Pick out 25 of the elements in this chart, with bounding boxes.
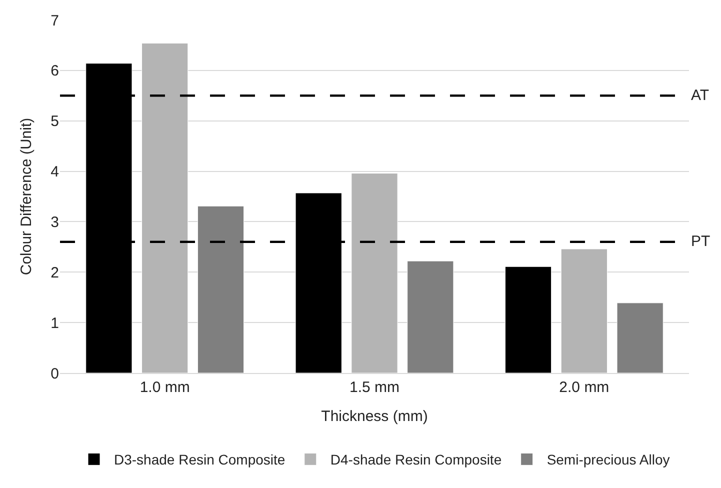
y-tick-label: 0 — [50, 365, 59, 382]
y-tick-label: 6 — [50, 62, 59, 80]
legend-label: D3-shade Resin Composite — [114, 452, 286, 468]
bar — [142, 42, 188, 373]
legend-label: D4-shade Resin Composite — [330, 452, 502, 468]
y-tick-label: 7 — [50, 12, 59, 30]
x-tick-label: 1.0 mm — [140, 379, 190, 396]
y-tick-label: 1 — [50, 314, 59, 332]
x-tick-label: 1.5 mm — [349, 379, 400, 396]
bar — [616, 302, 664, 373]
x-axis-title: Thickness (mm) — [321, 408, 428, 425]
bar — [351, 173, 398, 373]
x-tick-label: 2.0 mm — [559, 379, 610, 396]
ref-line-label: AT — [691, 87, 710, 104]
y-tick-label: 2 — [50, 264, 59, 282]
bar — [407, 260, 454, 373]
bar — [197, 206, 244, 373]
y-tick-label: 4 — [50, 164, 59, 181]
y-tick-label: 3 — [50, 214, 59, 231]
y-tick-label: 5 — [50, 113, 59, 130]
legend-label: Semi-precious Alloy — [546, 452, 670, 468]
ref-line-label: PT — [691, 233, 710, 250]
y-axis-title: Colour Difference (Unit) — [18, 118, 35, 276]
bar — [560, 248, 608, 373]
bar — [504, 266, 552, 373]
